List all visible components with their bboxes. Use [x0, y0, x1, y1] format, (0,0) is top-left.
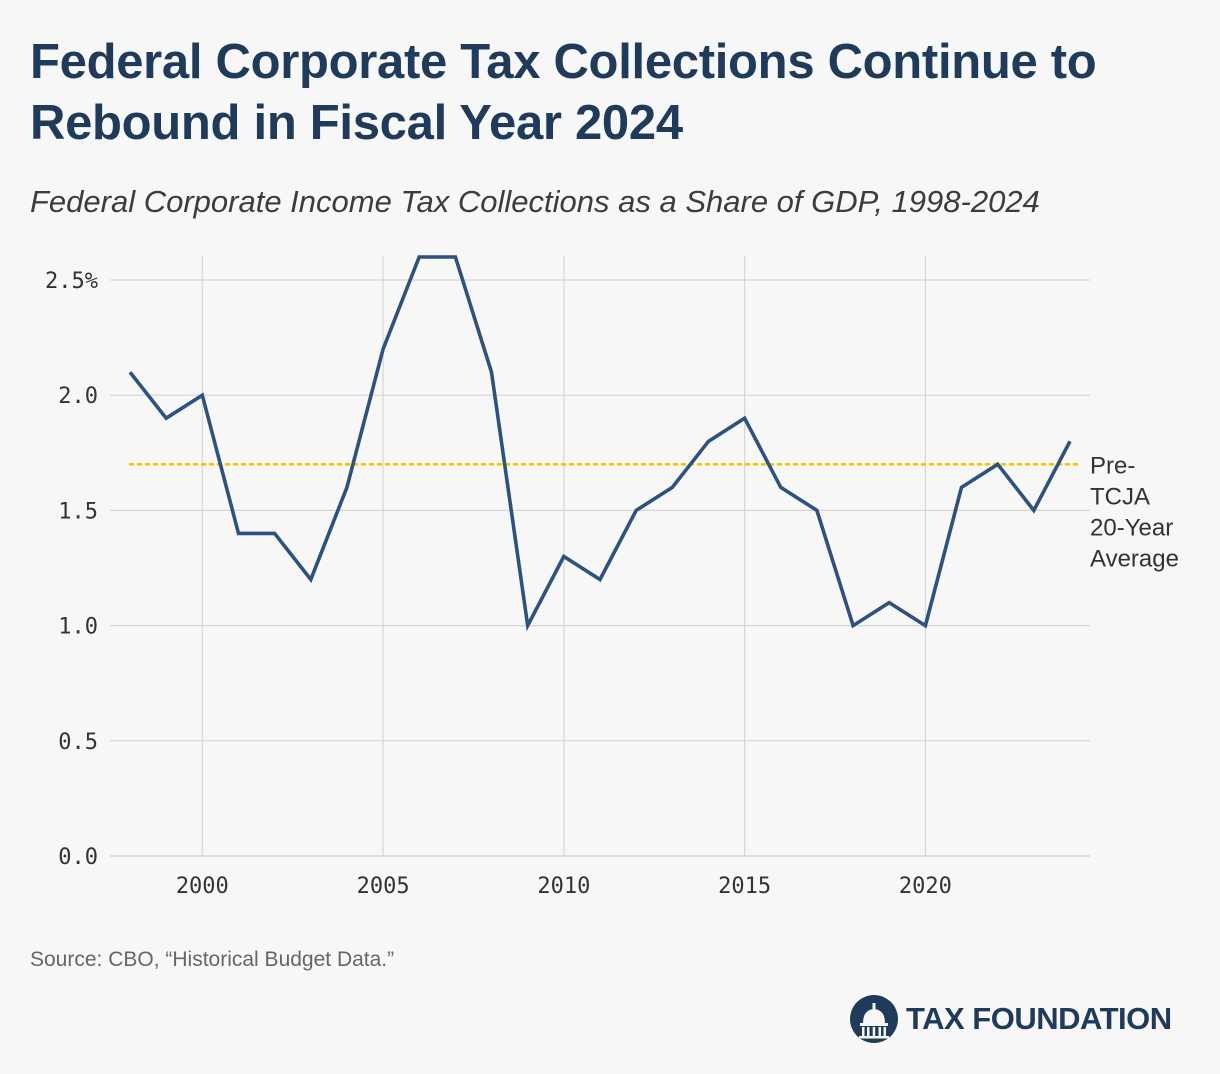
- reference-line-group: Pre- TCJA 20-Year Average: [128, 452, 1179, 572]
- x-tick-label: 2010: [537, 874, 590, 899]
- y-tick-label: 1.0: [58, 615, 98, 640]
- reference-label-line: 20-Year: [1090, 514, 1173, 541]
- y-tick-label: 1.5: [58, 499, 98, 524]
- axis-labels: 0.0 0.5 1.0 1.5 2.0 2.5% 2000 2005 2010 2015 2020: [45, 269, 952, 899]
- reference-label-line: Average: [1090, 545, 1179, 572]
- y-tick-label: 0.0: [58, 845, 98, 870]
- y-tick-label: 2.5%: [45, 269, 98, 294]
- tax-foundation-logo: TAX FOUNDATION: [850, 994, 1172, 1044]
- capitol-dome-icon: [850, 995, 898, 1043]
- reference-line-label: Pre- TCJA 20-Year Average: [1090, 452, 1179, 572]
- grid-lines: [110, 256, 1090, 857]
- x-tick-label: 2005: [357, 874, 410, 899]
- y-tick-label: 2.0: [58, 384, 98, 409]
- chart-title: Federal Corporate Tax Collections Contin…: [30, 35, 1097, 150]
- x-tick-label: 2015: [718, 874, 771, 899]
- series-line: [128, 255, 1072, 632]
- x-tick-label: 2000: [176, 874, 229, 899]
- series-group: [128, 255, 1072, 632]
- brand-name: TAX FOUNDATION: [906, 1001, 1172, 1036]
- source-note: Source: CBO, “Historical Budget Data.”: [30, 948, 395, 971]
- reference-label-line: Pre-: [1090, 452, 1135, 479]
- x-tick-label: 2020: [899, 874, 952, 899]
- chart-subtitle: Federal Corporate Income Tax Collections…: [30, 184, 1040, 219]
- y-tick-label: 0.5: [58, 730, 98, 755]
- reference-label-line: TCJA: [1090, 483, 1150, 510]
- line-chart: Pre- TCJA 20-Year Average 0.0 0.5 1.0 1.5 2.0 2.…: [45, 255, 1179, 899]
